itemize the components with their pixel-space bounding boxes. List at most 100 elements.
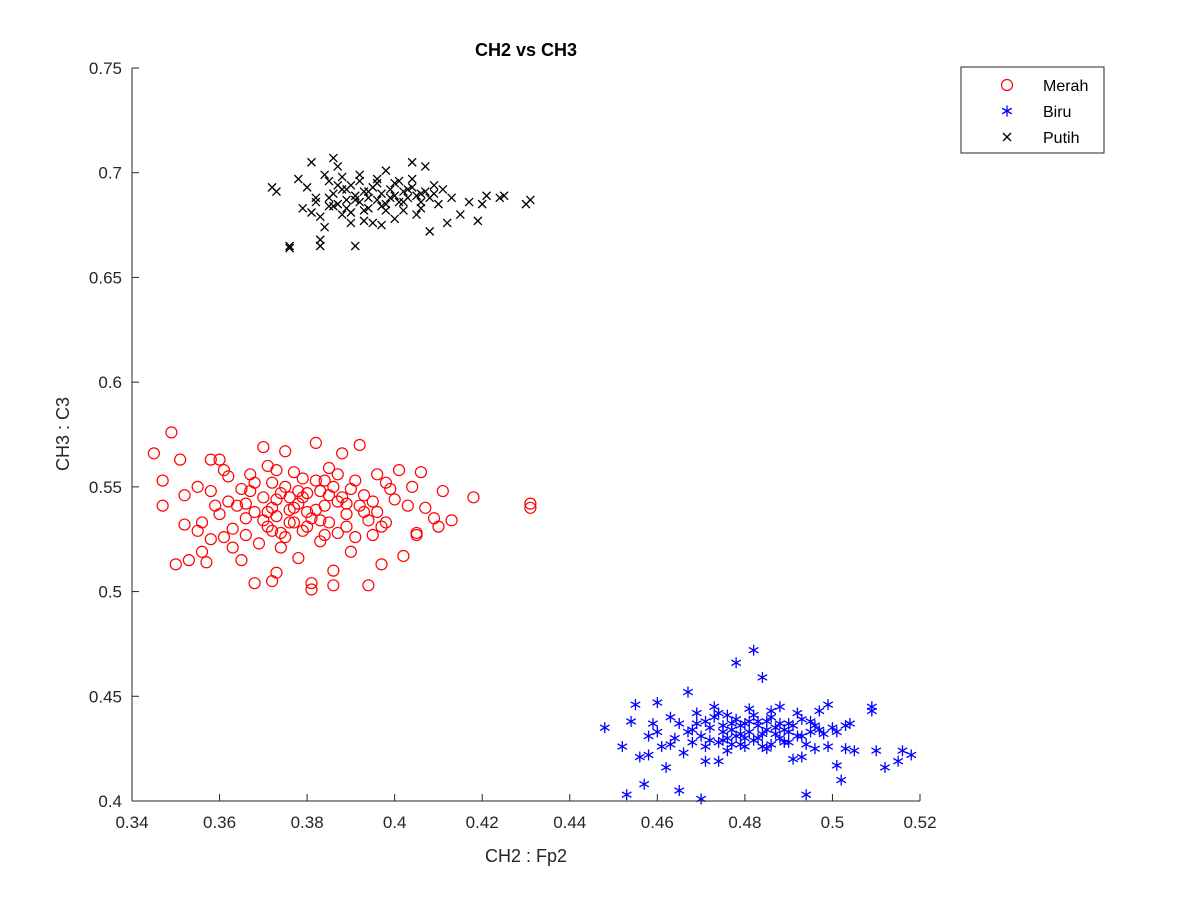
data-point-biru bbox=[682, 726, 694, 738]
data-point-putih bbox=[398, 187, 408, 197]
data-point-biru bbox=[625, 715, 637, 727]
data-point-merah bbox=[292, 551, 305, 565]
data-point-merah bbox=[296, 524, 309, 537]
data-point-merah bbox=[235, 554, 248, 567]
data-point-merah bbox=[524, 501, 537, 514]
data-point-putih bbox=[355, 197, 365, 207]
data-point-putih bbox=[525, 195, 535, 205]
data-point-biru bbox=[787, 753, 799, 765]
data-point-merah bbox=[222, 470, 235, 483]
data-point-biru bbox=[713, 707, 724, 719]
data-point-merah bbox=[366, 495, 379, 508]
data-point-biru bbox=[731, 713, 742, 725]
data-point-merah bbox=[239, 512, 252, 525]
legend-box bbox=[960, 66, 1105, 154]
data-point-biru bbox=[752, 720, 764, 732]
data-point-biru bbox=[893, 755, 904, 767]
data-point-putih bbox=[337, 172, 347, 182]
x-tick-label: 0.5 bbox=[821, 813, 845, 832]
legend-marker-biru bbox=[1001, 105, 1013, 117]
data-point-merah bbox=[239, 528, 252, 542]
data-point-putih bbox=[346, 218, 356, 228]
data-point-merah bbox=[340, 497, 353, 510]
y-tick-label: 0.6 bbox=[98, 373, 122, 392]
legend: Merah Biru Putih bbox=[960, 66, 1105, 154]
data-point-biru bbox=[599, 722, 610, 734]
data-point-merah bbox=[322, 461, 336, 475]
data-point-putih bbox=[359, 216, 369, 226]
data-point-putih bbox=[342, 203, 351, 213]
data-point-merah bbox=[349, 531, 362, 544]
data-point-biru bbox=[840, 720, 851, 732]
data-point-biru bbox=[696, 730, 707, 742]
data-point-merah bbox=[147, 447, 160, 460]
data-point-putih bbox=[381, 199, 391, 209]
data-point-putih bbox=[403, 185, 413, 194]
data-point-putih bbox=[333, 180, 343, 190]
data-point-merah bbox=[287, 501, 301, 514]
data-point-putih bbox=[420, 187, 430, 197]
data-point-putih bbox=[455, 210, 465, 220]
data-point-putih bbox=[420, 161, 430, 171]
data-point-putih bbox=[390, 178, 400, 188]
data-point-putih bbox=[390, 191, 400, 201]
data-point-merah bbox=[182, 554, 196, 567]
data-point-merah bbox=[169, 558, 182, 571]
data-point-merah bbox=[274, 487, 287, 500]
data-point-merah bbox=[357, 489, 371, 502]
data-point-merah bbox=[217, 464, 231, 477]
legend-label-biru: Biru bbox=[1043, 104, 1071, 121]
data-point-biru bbox=[805, 715, 816, 727]
data-point-putih bbox=[416, 189, 426, 199]
data-point-biru bbox=[661, 761, 672, 773]
x-tick-label: 0.34 bbox=[115, 813, 148, 832]
data-point-biru bbox=[897, 745, 908, 757]
data-point-biru bbox=[700, 755, 711, 767]
data-point-merah bbox=[392, 464, 406, 477]
data-point-putih bbox=[315, 241, 325, 251]
data-point-putih bbox=[293, 174, 303, 184]
data-point-putih bbox=[350, 241, 360, 251]
data-point-putih bbox=[298, 203, 308, 213]
data-point-biru bbox=[766, 705, 777, 717]
data-point-biru bbox=[818, 728, 829, 740]
data-point-putih bbox=[425, 226, 435, 236]
data-point-biru bbox=[757, 741, 768, 753]
data-point-biru bbox=[652, 697, 663, 709]
data-point-putih bbox=[307, 208, 316, 217]
data-point-putih bbox=[333, 199, 343, 209]
data-point-biru bbox=[735, 728, 746, 740]
data-point-putih bbox=[412, 191, 422, 201]
data-point-merah bbox=[156, 474, 169, 487]
data-point-putih bbox=[324, 201, 334, 211]
data-point-merah bbox=[384, 482, 397, 496]
data-point-putih bbox=[285, 243, 295, 253]
data-point-biru bbox=[634, 751, 645, 763]
data-point-putih bbox=[355, 176, 365, 186]
data-point-merah bbox=[209, 499, 222, 512]
data-point-merah bbox=[309, 474, 322, 487]
data-point-merah bbox=[309, 436, 322, 449]
data-point-biru bbox=[696, 793, 707, 805]
data-point-merah bbox=[178, 518, 191, 531]
y-tick-label: 0.55 bbox=[89, 478, 122, 497]
data-point-biru bbox=[783, 736, 794, 748]
data-point-merah bbox=[174, 453, 187, 466]
data-point-merah bbox=[195, 545, 209, 558]
data-point-merah bbox=[265, 574, 279, 588]
data-point-merah bbox=[200, 556, 213, 569]
data-point-merah bbox=[244, 468, 257, 481]
data-point-biru bbox=[770, 722, 781, 734]
data-point-merah bbox=[331, 468, 344, 481]
data-point-putih bbox=[385, 193, 395, 203]
data-point-putih bbox=[464, 197, 474, 207]
data-point-merah bbox=[445, 514, 458, 527]
data-point-biru bbox=[682, 686, 694, 698]
y-tick-label: 0.75 bbox=[89, 59, 122, 78]
data-point-merah bbox=[274, 541, 287, 554]
data-point-biru bbox=[809, 743, 821, 755]
y-tick-label: 0.5 bbox=[98, 583, 122, 602]
data-point-merah bbox=[301, 520, 314, 533]
data-point-putih bbox=[328, 189, 338, 199]
data-point-merah bbox=[327, 564, 340, 577]
